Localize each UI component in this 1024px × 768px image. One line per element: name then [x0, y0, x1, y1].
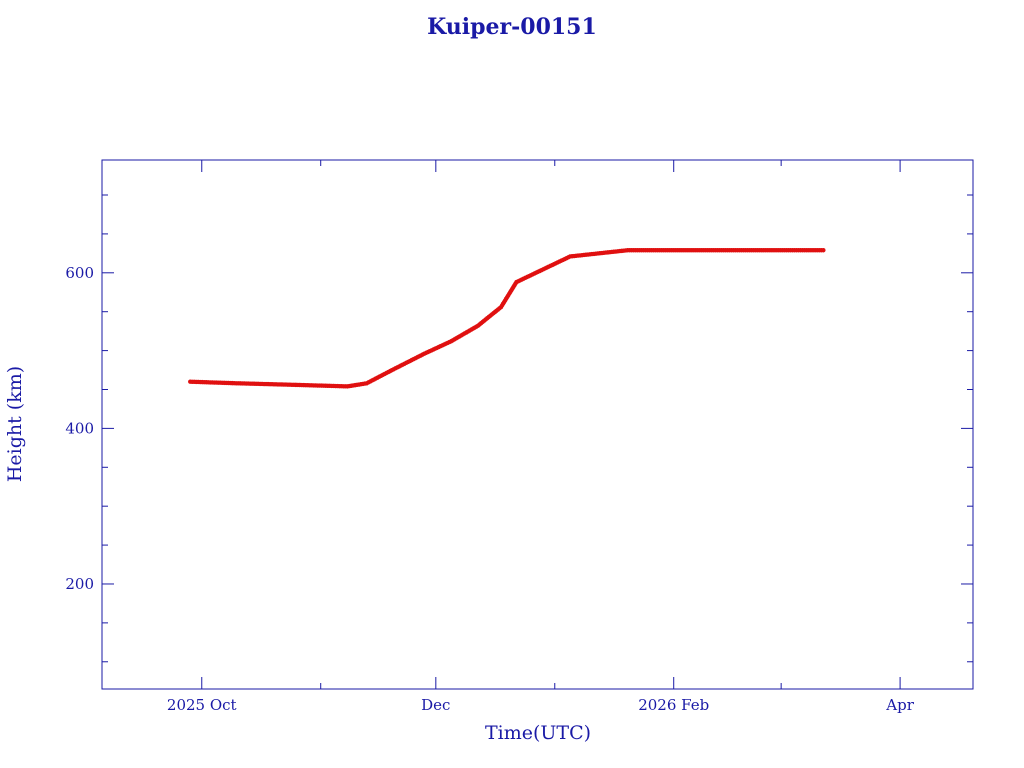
- axis-ticks: [102, 160, 973, 689]
- chart-title: Kuiper-00151: [427, 14, 597, 40]
- axis-tick-labels: 200 400 600 2025 Oct Dec 2026 Feb Apr: [65, 264, 914, 714]
- y-tick-label: 400: [65, 419, 94, 437]
- x-tick-label: Dec: [421, 696, 450, 714]
- data-series: [188, 248, 826, 389]
- x-tick-label: Apr: [885, 696, 914, 714]
- data-point: [821, 248, 826, 253]
- x-tick-label: 2026 Feb: [638, 696, 709, 714]
- y-tick-label: 600: [65, 264, 94, 282]
- series-trace: [190, 249, 824, 388]
- x-axis-title: Time(UTC): [485, 722, 591, 744]
- plot-frame: [101, 159, 974, 690]
- y-tick-label: 200: [65, 575, 94, 593]
- y-axis-title: Height (km): [4, 366, 26, 482]
- x-tick-label: 2025 Oct: [167, 696, 237, 714]
